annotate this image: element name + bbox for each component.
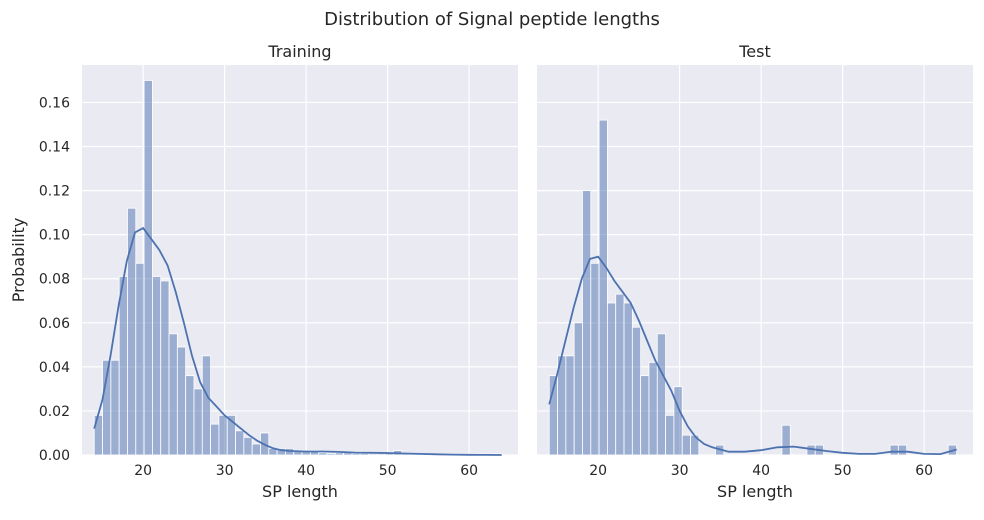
histogram-bar xyxy=(218,414,228,456)
histogram-bar xyxy=(368,453,378,456)
x-tick-label: 30 xyxy=(216,463,234,479)
y-tick-label: 0.06 xyxy=(39,316,70,332)
histogram-bar xyxy=(334,452,344,456)
histogram-bar xyxy=(176,346,187,456)
x-axis-label: SP length xyxy=(262,482,338,501)
histogram-bar xyxy=(573,322,583,456)
panel-training: 20 30 40 50 60 0.00 0.02 0.04 0.06 0.08 0.10 0.12 0.… xyxy=(9,42,518,501)
x-tick-label: 50 xyxy=(379,463,397,479)
histogram-bar xyxy=(648,362,658,456)
histogram-bar xyxy=(640,375,650,456)
histogram-bar xyxy=(590,262,600,456)
histogram-bar xyxy=(318,452,328,456)
histogram-bar xyxy=(143,80,153,456)
histogram-bar xyxy=(359,453,369,456)
x-tick-label: 20 xyxy=(134,463,152,479)
panel-title: Training xyxy=(267,42,331,61)
x-tick-label: 60 xyxy=(460,463,478,479)
histogram-bar xyxy=(681,434,691,456)
histogram-bar xyxy=(889,444,899,456)
histogram-bar xyxy=(673,386,683,456)
histogram-bar xyxy=(665,414,675,456)
histogram-bar xyxy=(351,453,361,456)
histogram-bar xyxy=(376,453,386,456)
kde-line xyxy=(548,255,957,456)
histogram-bar xyxy=(160,280,170,456)
histogram-bar xyxy=(656,333,666,456)
x-axis-label: SP length xyxy=(717,482,793,501)
histogram-bar xyxy=(582,190,592,456)
y-tick-label: 0.04 xyxy=(39,360,70,376)
histogram-bar xyxy=(118,276,128,456)
histogram-bar xyxy=(326,453,336,456)
histogram-bar xyxy=(615,293,625,456)
histogram-bar xyxy=(185,375,195,456)
histogram-bar xyxy=(235,430,245,456)
histogram-bar xyxy=(201,355,211,456)
histogram-bar xyxy=(168,333,178,456)
histogram-bar xyxy=(623,302,633,456)
histogram-bar xyxy=(152,276,162,456)
histogram-bar xyxy=(135,262,145,456)
x-tick-label: 30 xyxy=(671,463,689,479)
histogram-bar xyxy=(598,119,608,456)
x-tick-label: 60 xyxy=(915,463,933,479)
y-tick-label: 0.16 xyxy=(39,95,70,111)
y-tick-label: 0.14 xyxy=(39,140,70,156)
panel-test: 20 30 40 50 60 Test SP length xyxy=(537,42,973,501)
y-tick-label: 0.10 xyxy=(39,228,70,244)
histogram-bar xyxy=(631,326,642,456)
y-tick-label: 0.12 xyxy=(39,184,70,200)
y-tick-label: 0.00 xyxy=(39,448,70,464)
histogram-bar xyxy=(897,444,908,456)
histogram-bar xyxy=(251,443,261,456)
x-tick-label: 40 xyxy=(297,463,315,479)
panel-title: Test xyxy=(738,42,771,61)
y-axis-label: Probability xyxy=(9,218,28,303)
histogram-bar xyxy=(607,302,617,456)
x-tick-label: 50 xyxy=(834,463,852,479)
histogram-bar xyxy=(210,423,220,456)
y-tick-label: 0.02 xyxy=(39,404,70,420)
histogram-bar xyxy=(565,355,575,456)
histogram-bar xyxy=(110,359,120,456)
kde-line xyxy=(93,226,502,456)
figure-title: Distribution of Signal peptide lengths xyxy=(324,9,660,30)
histogram-bar xyxy=(781,424,791,456)
x-tick-label: 40 xyxy=(752,463,770,479)
histogram-bar xyxy=(243,436,253,456)
x-tick-label: 20 xyxy=(589,463,607,479)
y-tick-label: 0.08 xyxy=(39,272,70,288)
histogram-bar xyxy=(193,388,203,456)
